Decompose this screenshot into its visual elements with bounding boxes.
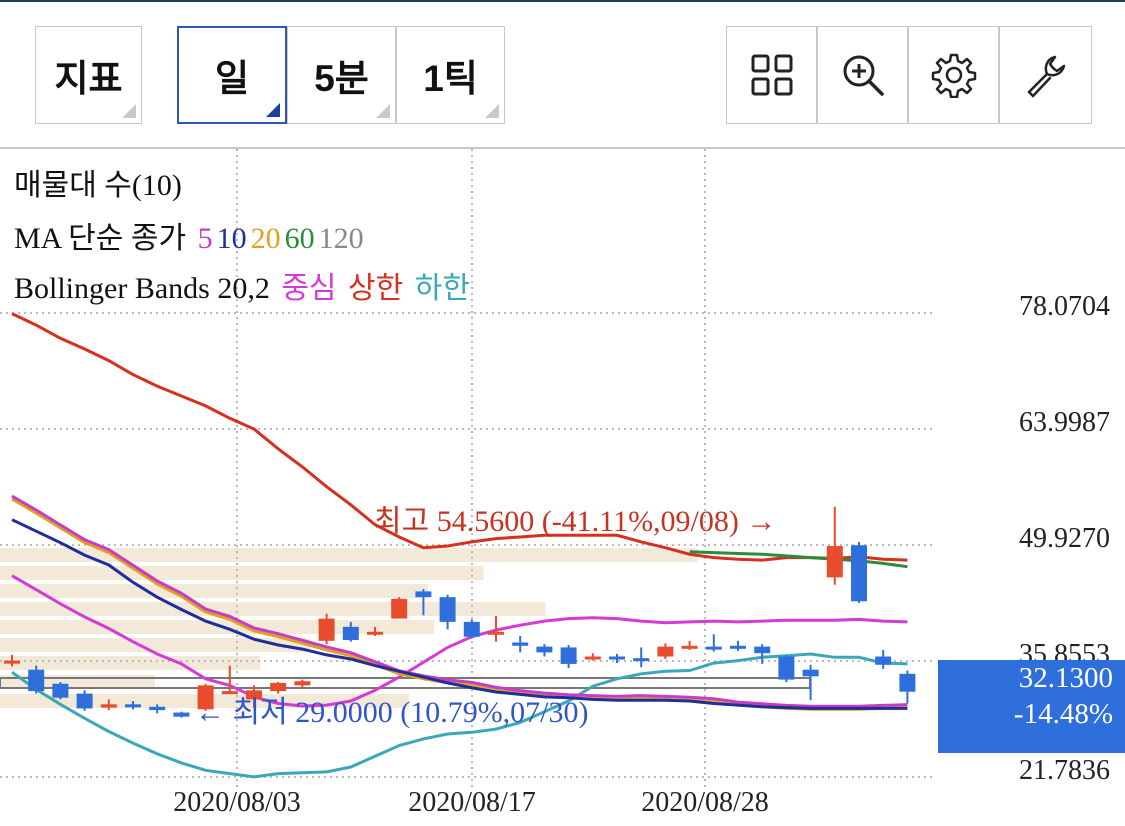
dropdown-corner-icon: [376, 104, 390, 118]
candle-body: [633, 658, 650, 662]
legend-ma-period-20: 20: [250, 222, 281, 255]
volume-profile-bar: [0, 656, 261, 670]
low-annotation: ← 최저 29.0000 (10.79%,07/30): [195, 696, 589, 729]
price-axis-label: 78.0704: [1019, 291, 1110, 322]
candle-body: [802, 669, 819, 677]
candle-body: [391, 598, 408, 619]
current-price-box: 32.1300 -14.48%: [938, 660, 1125, 753]
legend-ma-period-60: 60: [284, 222, 315, 255]
candle-body: [754, 646, 771, 654]
series-line-BB-상한: [11, 312, 908, 562]
legend-bb-title: Bollinger Bands 20,2: [14, 272, 270, 305]
candle-body: [826, 546, 843, 578]
candle-body: [52, 683, 69, 698]
wrench-icon: [1027, 55, 1065, 98]
legend-ma-periods: 5 10 20 60 120: [198, 222, 368, 255]
price-axis-label: 63.9987: [1019, 407, 1110, 438]
volume-profile-bar: [0, 638, 310, 652]
candle-body: [681, 645, 698, 649]
candle-body: [875, 656, 892, 665]
candle-body: [246, 690, 262, 700]
candle-body: [899, 673, 916, 692]
price-axis-label: 21.7836: [1019, 755, 1110, 786]
series-line-BB-중심: [11, 574, 908, 708]
candle-body: [294, 681, 311, 686]
volume-profile-bar: [0, 602, 546, 616]
price-axis-label: 49.9270: [1019, 523, 1110, 554]
candle-body: [318, 618, 335, 641]
legend-ma: MA 단순 종가 5 10 20 60 120: [14, 213, 372, 257]
series-line-MA5-overlay: [11, 494, 908, 708]
period-day-button[interactable]: 일: [177, 26, 287, 124]
legend-bb: Bollinger Bands 20,2 중심 상한 하한: [14, 263, 474, 307]
candle-body: [4, 660, 20, 664]
legend-ma-period-120: 120: [318, 222, 364, 255]
candle-body: [488, 631, 504, 635]
candle-body: [584, 656, 601, 660]
legend-volume-profile: 매물대 수(10): [14, 169, 182, 202]
candle-body: [28, 669, 45, 692]
candle-body: [76, 693, 93, 709]
period-5min-label: 5분: [314, 58, 369, 99]
legend-bb-center: 중심: [281, 272, 337, 305]
dropdown-corner-icon: [122, 104, 136, 118]
candle-body: [536, 646, 553, 653]
period-5min-button[interactable]: 5분: [287, 26, 396, 124]
candle-body: [342, 626, 359, 641]
candle-body: [512, 642, 529, 646]
date-axis-label: 2020/08/28: [641, 787, 769, 818]
legend-bb-upper: 상한: [348, 272, 404, 305]
series-line-BB-하한: [11, 652, 908, 779]
volume-profile-bar: [0, 548, 698, 562]
indicator-label: 지표: [54, 58, 123, 99]
settings-button[interactable]: [908, 26, 999, 124]
period-tick-label: 1틱: [423, 58, 478, 99]
top-border: [0, 0, 1125, 2]
date-axis-label: 2020/08/17: [408, 787, 536, 818]
candle-body: [730, 645, 746, 649]
legend-ma-title: MA 단순 종가: [14, 222, 187, 255]
toolbar: 지표 일 5분 1틱: [0, 2, 1125, 149]
dropdown-corner-icon: [266, 103, 280, 117]
candle-body: [173, 712, 190, 717]
candle-body: [778, 656, 795, 680]
series-line-MA10: [11, 518, 908, 710]
candle-body: [439, 597, 456, 622]
grid-icon: [751, 54, 792, 96]
candle-body: [560, 647, 577, 664]
candle-body: [463, 621, 480, 637]
candlestick-chart[interactable]: 78.070463.998749.927035.855321.78362020/…: [0, 149, 1125, 826]
candle-body: [270, 682, 287, 692]
current-price: 32.1300: [1018, 662, 1113, 694]
legend-ma-period-10: 10: [216, 222, 247, 255]
dropdown-corner-icon: [485, 104, 499, 118]
candle-body: [100, 704, 117, 708]
candle-body: [149, 706, 166, 711]
candle-body: [657, 646, 674, 657]
volume-profile-bar: [0, 566, 484, 580]
tools-button[interactable]: [999, 26, 1092, 124]
legend-ma-period-5: 5: [197, 222, 213, 255]
candle-body: [609, 656, 625, 660]
candle-body: [851, 545, 867, 602]
candle-body: [415, 591, 432, 598]
candle-body: [705, 646, 722, 650]
high-annotation: 최고 54.5600 (-41.11%,09/08) →: [374, 505, 776, 538]
indicator-button[interactable]: 지표: [35, 26, 142, 124]
period-tick-button[interactable]: 1틱: [396, 26, 505, 124]
current-change: -14.48%: [1013, 698, 1113, 730]
period-day-label: 일: [214, 58, 250, 99]
layout-button[interactable]: [726, 26, 817, 124]
date-axis-label: 2020/08/03: [173, 787, 301, 818]
candle-body: [221, 691, 238, 695]
candle-body: [125, 704, 141, 708]
settings-icon: [931, 53, 976, 98]
zoom-button[interactable]: [817, 26, 908, 124]
series-line-MA20: [689, 550, 908, 569]
zoom-in-icon: [843, 55, 884, 96]
candle-body: [197, 685, 214, 710]
volume-profile-bar: [0, 584, 428, 598]
candle-body: [367, 631, 383, 635]
legend-bb-lower: 하한: [414, 272, 470, 305]
